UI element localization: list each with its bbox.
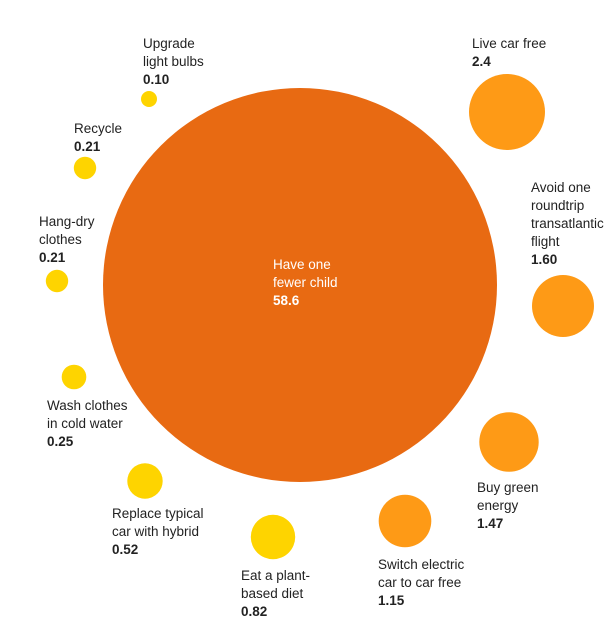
bubble-label-upgrade-light-bulbs-line-1: Upgrade xyxy=(143,36,195,51)
bubble-label-hang-dry-clothes-line-1: Hang-dry xyxy=(39,214,95,229)
bubble-label-switch-electric-car-to-car-free-line-1: Switch electric xyxy=(378,557,465,572)
bubble-value-switch-electric-car-to-car-free: 1.15 xyxy=(378,593,405,608)
bubble-label-buy-green-energy-line-1: Buy green xyxy=(477,480,539,495)
bubble-value-buy-green-energy: 1.47 xyxy=(477,516,503,531)
bubble-label-wash-clothes-in-cold-water-line-1: Wash clothes xyxy=(47,398,128,413)
bubble-label-wash-clothes-in-cold-water-line-2: in cold water xyxy=(47,416,123,431)
bubble-label-replace-typical-car-with-hybrid-line-2: car with hybrid xyxy=(112,524,199,539)
bubble-replace-typical-car-with-hybrid xyxy=(127,463,163,499)
bubble-label-hang-dry-clothes-line-2: clothes xyxy=(39,232,82,247)
bubble-value-upgrade-light-bulbs: 0.10 xyxy=(143,72,169,87)
bubble-value-live-car-free: 2.4 xyxy=(472,54,491,69)
bubble-value-eat-a-plant-based-diet: 0.82 xyxy=(241,604,267,619)
bubble-label-live-car-free-line-1: Live car free xyxy=(472,36,546,51)
bubble-buy-green-energy xyxy=(479,412,539,472)
bubble-label-eat-a-plant-based-diet-line-1: Eat a plant- xyxy=(241,568,310,583)
bubble-value-hang-dry-clothes: 0.21 xyxy=(39,250,66,265)
bubble-value-wash-clothes-in-cold-water: 0.25 xyxy=(47,434,74,449)
bubble-eat-a-plant-based-diet xyxy=(250,514,296,560)
bubble-label-recycle-line-1: Recycle xyxy=(74,121,122,136)
bubble-value-recycle: 0.21 xyxy=(74,139,101,154)
bubble-label-switch-electric-car-to-car-free-line-2: car to car free xyxy=(378,575,461,590)
bubble-label-buy-green-energy-line-2: energy xyxy=(477,498,519,513)
top-crop-strip xyxy=(0,0,615,4)
bubble-label-avoid-one-roundtrip-transatlantic-flight-line-1: Avoid one xyxy=(531,180,591,195)
bubble-have-one-fewer-child xyxy=(103,88,497,482)
bubble-label-avoid-one-roundtrip-transatlantic-flight-line-4: flight xyxy=(531,234,560,249)
bubble-recycle xyxy=(73,156,97,180)
bubble-label-have-one-fewer-child-line-1: Have one xyxy=(273,257,331,272)
bubble-wash-clothes-in-cold-water xyxy=(61,364,87,390)
bubble-avoid-one-roundtrip-transatlantic-flight xyxy=(532,275,594,337)
bubble-label-avoid-one-roundtrip-transatlantic-flight-line-2: roundtrip xyxy=(531,198,584,213)
bubble-upgrade-light-bulbs xyxy=(141,91,157,107)
bubble-label-upgrade-light-bulbs-line-2: light bulbs xyxy=(143,54,204,69)
bubble-value-avoid-one-roundtrip-transatlantic-flight: 1.60 xyxy=(531,252,557,267)
bubble-hang-dry-clothes xyxy=(45,269,69,293)
bubble-live-car-free xyxy=(469,74,545,150)
bubble-label-eat-a-plant-based-diet-line-2: based diet xyxy=(241,586,304,601)
bubble-label-replace-typical-car-with-hybrid-line-1: Replace typical xyxy=(112,506,204,521)
bubble-value-have-one-fewer-child: 58.6 xyxy=(273,293,300,308)
bubble-label-avoid-one-roundtrip-transatlantic-flight-line-3: transatlantic xyxy=(531,216,604,231)
bubble-label-have-one-fewer-child-line-2: fewer child xyxy=(273,275,338,290)
bubble-switch-electric-car-to-car-free xyxy=(378,494,432,548)
bubble-value-replace-typical-car-with-hybrid: 0.52 xyxy=(112,542,138,557)
